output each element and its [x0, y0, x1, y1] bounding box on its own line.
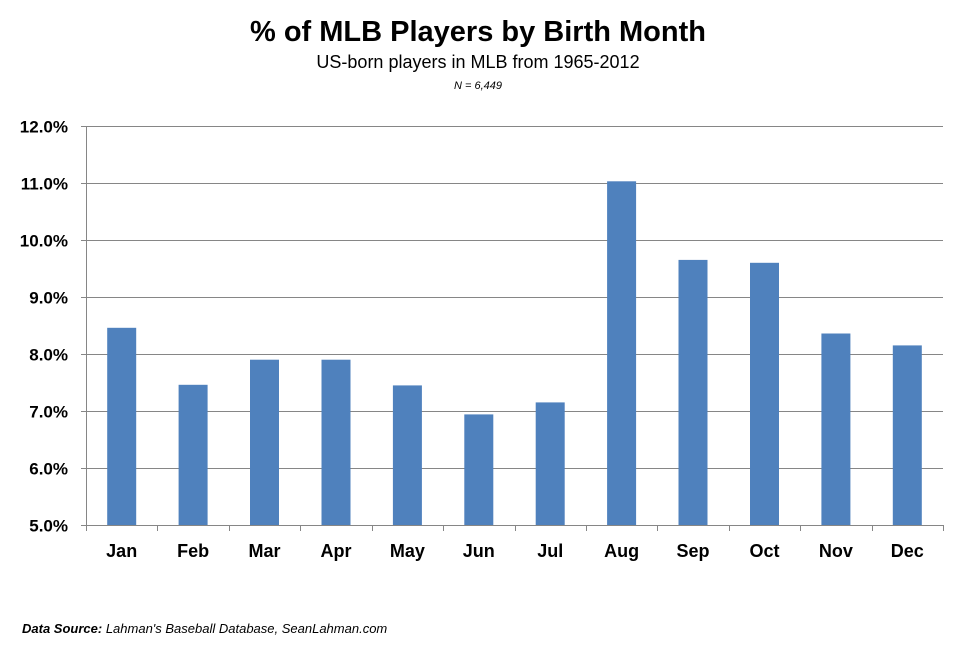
- axes: [81, 126, 944, 531]
- bar-oct: [750, 262, 779, 525]
- y-tick-label: 10.0%: [20, 232, 68, 251]
- x-tick-label-nov: Nov: [819, 541, 853, 561]
- y-tick-label: 8.0%: [29, 346, 68, 365]
- gridlines: [86, 126, 943, 469]
- sample-size-note: N = 6,449: [453, 80, 502, 92]
- x-tick-label-apr: Apr: [321, 541, 352, 561]
- bar-jul: [535, 402, 565, 525]
- data-source-label: Data Source:: [22, 621, 103, 636]
- y-tick-label: 11.0%: [21, 175, 68, 194]
- x-tick-label-aug: Aug: [604, 541, 639, 561]
- y-tick-label: 6.0%: [29, 460, 68, 479]
- y-tick-labels: 5.0% 6.0% 7.0% 8.0% 9.0% 10.0% 11.0% 12.0%: [20, 118, 68, 536]
- bar-nov: [821, 333, 851, 525]
- chart-subtitle: US-born players in MLB from 1965-2012: [316, 52, 640, 72]
- bar-jan: [107, 327, 137, 525]
- chart-title: % of MLB Players by Birth Month: [250, 16, 706, 48]
- x-tick-label-feb: Feb: [177, 541, 209, 561]
- bar-jun: [464, 414, 494, 525]
- x-tick-label-mar: Mar: [248, 541, 280, 561]
- y-tick-label: 5.0%: [29, 517, 68, 536]
- data-source-text: Lahman's Baseball Database, SeanLahman.c…: [102, 621, 388, 636]
- x-tick-label-jul: Jul: [537, 541, 563, 561]
- bars: [107, 181, 922, 526]
- y-tick-label: 7.0%: [29, 403, 68, 422]
- y-tick-label: 9.0%: [29, 289, 68, 308]
- x-tick-label-sep: Sep: [676, 541, 709, 561]
- bar-chart: 5.0% 6.0% 7.0% 8.0% 9.0% 10.0% 11.0% 12.0% Jan F…: [20, 118, 944, 561]
- data-source-note: Data Source: Lahman's Baseball Database,…: [22, 621, 387, 637]
- y-tick-label: 12.0%: [20, 118, 68, 137]
- bar-feb: [178, 384, 208, 525]
- x-tick-labels: Jan Feb Mar Apr May Jun Jul Aug Sep Oct Nov Dec: [106, 541, 924, 561]
- bar-mar: [250, 359, 279, 525]
- x-tick-label-dec: Dec: [891, 541, 924, 561]
- bar-apr: [321, 359, 351, 525]
- bar-aug: [607, 181, 637, 526]
- bar-sep: [678, 259, 708, 525]
- x-tick-label-oct: Oct: [749, 541, 779, 561]
- x-tick-label-may: May: [390, 541, 425, 561]
- x-tick-label-jan: Jan: [106, 541, 137, 561]
- bar-may: [392, 385, 422, 525]
- bar-dec: [892, 345, 922, 525]
- x-tick-label-jun: Jun: [463, 541, 495, 561]
